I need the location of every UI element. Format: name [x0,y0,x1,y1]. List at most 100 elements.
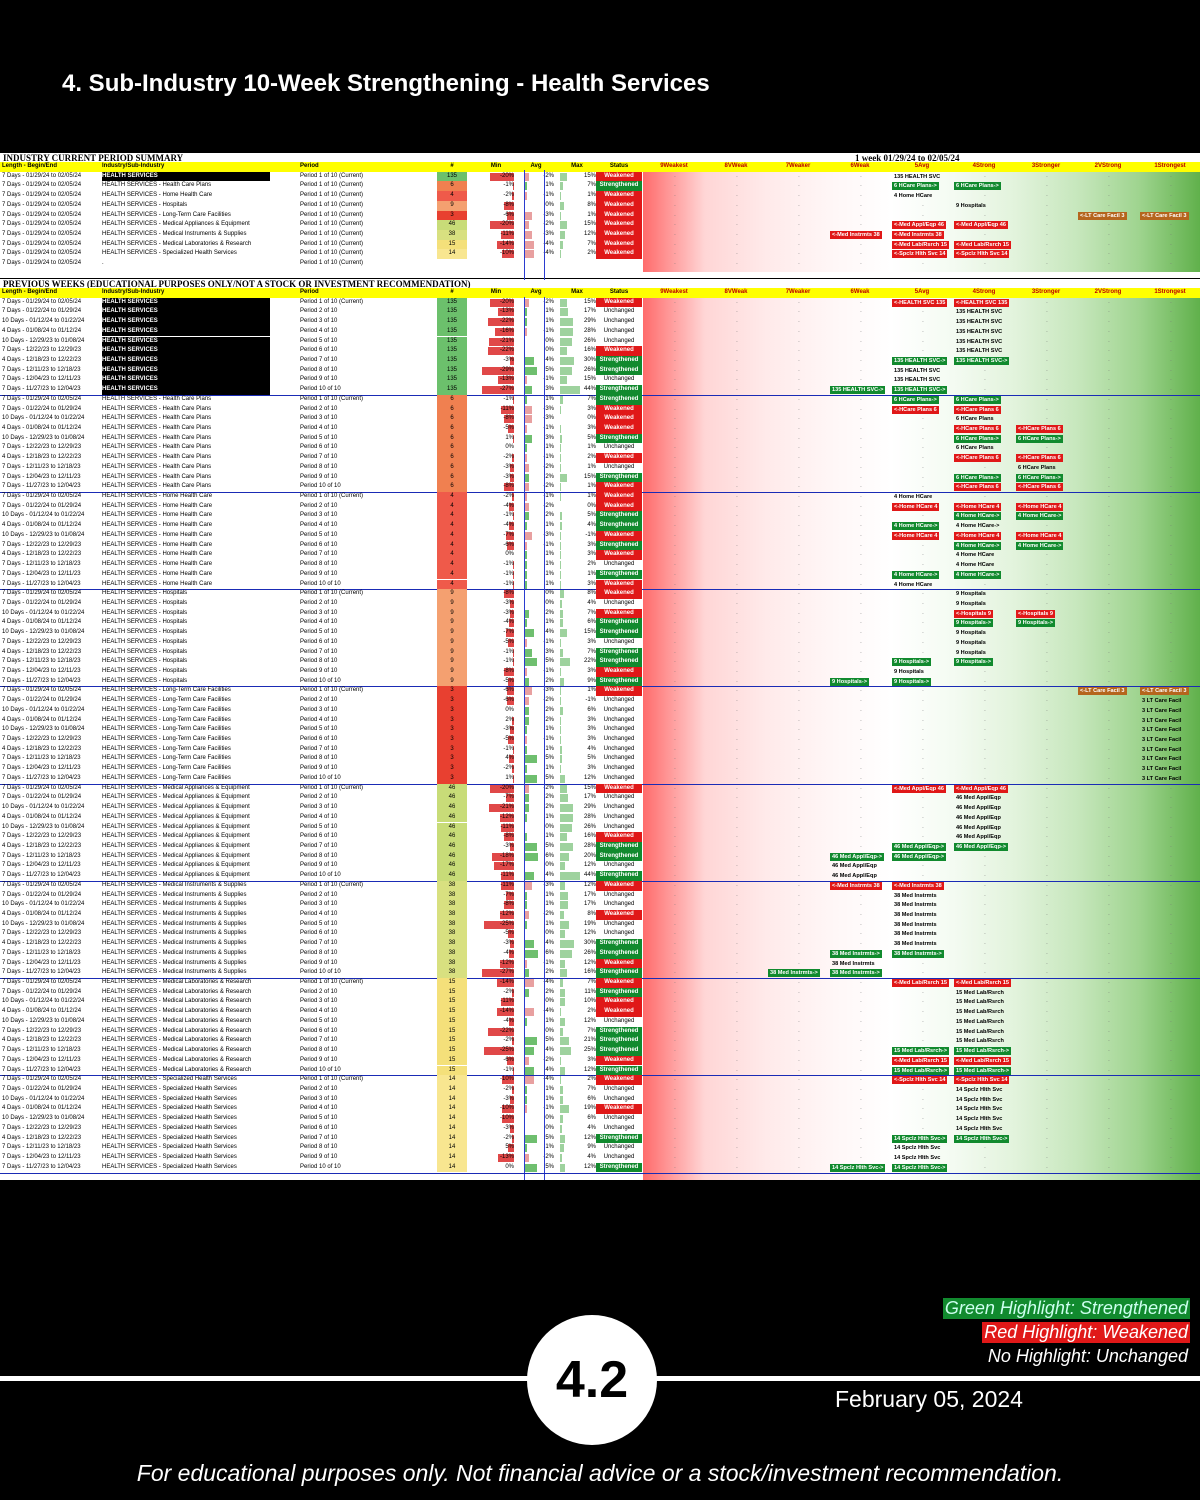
zone-tag: 3 LT Care Facil [1142,717,1182,724]
max-bar [560,386,580,395]
max-bar [560,327,573,336]
zone-tag: <-Med Lab/Rsrch 15 [954,240,1012,249]
zone-dot: . [860,706,862,713]
min-bar [511,1085,514,1094]
min-cell: -11% [500,872,514,879]
zone-dot: . [798,852,800,859]
length-cell: 4 Days - 12/18/23 to 12/22/23 [2,745,82,752]
zone-dot: . [922,940,924,947]
count-cell: 46 [437,812,467,823]
zone-dot: . [736,774,738,781]
status-cell: Strengthened [596,1036,642,1047]
zone-dot: . [736,493,738,500]
zone-dot: . [798,1076,800,1083]
industry-cell: HEALTH SERVICES - Medical Instruments & … [102,911,247,917]
max-cell: 12% [583,1134,596,1141]
zone-dot: . [736,930,738,937]
history-row: 7 Days - 12/04/23 to 12/11/23 HEALTH SERV… [0,861,1200,872]
zone-dot: . [736,172,738,179]
zone-dot: . [860,1085,862,1092]
status-cell: Unchanged [603,1144,635,1151]
history-row: 7 Days - 11/27/23 to 12/04/23 HEALTH SERV… [0,579,1200,590]
zone-dot: . [922,483,924,490]
avg-cell: 0% [545,1115,554,1122]
min-cell: -11% [500,231,514,238]
avg-bar [524,1017,527,1026]
min-cell: 0% [505,706,514,713]
zone-tag: 4 Home HCare [956,562,995,569]
min-bar [509,502,514,511]
history-row: 4 Days - 12/18/23 to 12/22/23 HEALTH SERV… [0,355,1200,366]
zone-dot: . [860,240,862,247]
zone-dot: . [922,862,924,869]
zone-dot: . [1108,726,1110,733]
zone-dot: . [860,638,862,645]
history-row: 7 Days - 12/22/23 to 12/29/23 HEALTH SERV… [0,832,1200,842]
max-cell: 30% [583,356,596,363]
count-cell: 38 [437,968,467,978]
zone-dot: . [984,998,986,1005]
zone-dot: . [736,1066,738,1073]
max-bar [560,221,567,230]
industry-cell: HEALTH SERVICES - Medical Laboratories &… [102,1008,252,1015]
zone-tag: <-Med Instrmts 38 [892,881,944,890]
zone-tag: 135 HEALTH SVC [894,367,941,374]
zone-tag: <-Spclz Hlth Svc 14 [892,250,948,259]
zone-dot: . [798,260,800,267]
zone-dot: . [1046,444,1048,451]
zone-dot: . [922,668,924,674]
avg-bar [524,454,527,463]
zone-dot: . [1170,1163,1172,1170]
zone-dot: . [1108,930,1110,937]
zone-column-bg [643,170,705,272]
count-cell: 9 [437,200,467,211]
industry-cell: HEALTH SERVICES - Medical Appliances & E… [102,813,250,820]
length-cell: 7 Days - 12/22/23 to 12/29/23 [2,1027,82,1034]
history-row: 7 Days - 01/29/24 to 02/05/24 HEALTH SERV… [0,394,1200,405]
zone-dot: . [1046,1144,1048,1151]
zone-dot: . [984,1017,986,1024]
zone-dot: . [1170,376,1172,383]
zone-dot: . [860,765,862,772]
zone-dot: . [1170,415,1172,422]
min-bar [506,211,514,220]
length-cell: 7 Days - 01/29/24 to 02/05/24 [2,493,82,500]
zone-dot: . [674,745,676,752]
zone-tag: 46 Med Appl/Eqp [956,795,1001,802]
count-cell: 135 [437,297,467,308]
zone-tag: 9 Hospitals-> [830,677,869,686]
count-cell: 15 [437,987,467,998]
max-cell: 12% [583,231,596,238]
min-cell: -1% [503,745,514,752]
zone-dot: . [922,493,924,500]
zone-dot: . [1108,356,1110,363]
status-cell: Weakened [596,414,642,424]
length-cell: 7 Days - 12/04/23 to 12/11/23 [2,1154,81,1160]
max-bar [560,881,566,890]
zone-dot: . [922,706,924,713]
max-bar [560,658,570,667]
max-cell: 7% [587,1027,596,1034]
zone-dot: . [674,1076,676,1083]
zone-dot: . [922,541,924,548]
industry-cell: HEALTH SERVICES - Specialized Health Ser… [102,1154,237,1160]
avg-bar [524,415,532,424]
zone-dot: . [984,697,986,704]
zone-dot: . [798,619,800,626]
zone-dot: . [860,531,862,538]
zone-dot: . [1108,833,1110,840]
zone-column-bg [953,297,1015,1180]
period-cell: Period 5 of 10 [300,629,338,636]
industry-cell: HEALTH SERVICES - Health Care Plans [102,182,212,189]
history-row: 7 Days - 11/27/23 to 12/04/23 HEALTH SERV… [0,385,1200,395]
length-cell: 7 Days - 01/29/24 to 02/05/24 [2,250,82,257]
count-cell: 9 [437,676,467,687]
zone-tag: 3 LT Care Facil [1142,727,1182,734]
length-cell: 7 Days - 12/11/23 to 12/18/23 [2,463,81,470]
zone-dot: . [860,774,862,781]
zone-dot: . [674,1163,676,1170]
zone-dot: . [736,736,738,743]
min-bar [508,930,514,939]
zone-tag: 4 Home HCare-> [1016,541,1064,550]
count-cell: 38 [437,958,467,969]
